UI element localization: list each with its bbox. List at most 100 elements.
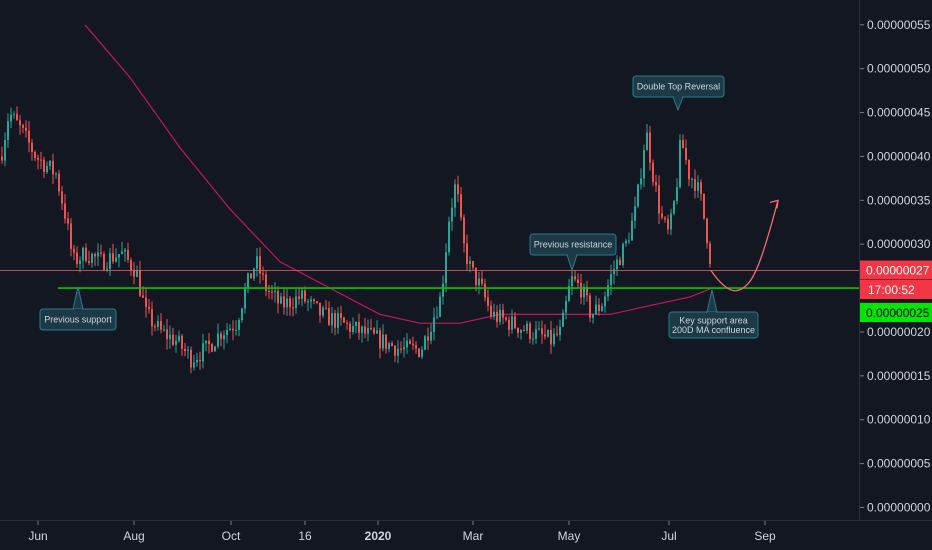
candle[interactable] [103,251,105,271]
candle[interactable] [112,243,114,264]
candle[interactable] [502,303,504,325]
candle[interactable] [4,132,6,167]
candle[interactable] [544,324,546,340]
candle[interactable] [76,246,78,268]
candle[interactable] [646,124,648,151]
candle[interactable] [445,243,447,292]
candle[interactable] [280,292,282,305]
candle[interactable] [73,244,75,261]
candle[interactable] [265,270,267,297]
candle[interactable] [115,248,117,263]
candle[interactable] [691,177,693,189]
candle[interactable] [166,319,168,350]
candle[interactable] [100,244,102,257]
candle[interactable] [382,324,384,352]
candle[interactable] [322,305,324,318]
candle[interactable] [415,341,417,354]
candle[interactable] [343,316,345,324]
candle[interactable] [124,248,126,262]
candle[interactable] [403,337,405,358]
candle[interactable] [262,266,264,281]
candle[interactable] [541,320,543,344]
candle[interactable] [346,320,348,330]
candle[interactable] [247,272,249,294]
candle[interactable] [673,199,675,216]
candle[interactable] [196,352,198,367]
candle[interactable] [409,338,411,345]
candle[interactable] [133,261,135,285]
candle[interactable] [643,144,645,188]
candle[interactable] [67,212,69,231]
candle[interactable] [661,205,663,220]
candle[interactable] [556,325,558,337]
candle[interactable] [139,261,141,297]
candle[interactable] [283,287,285,315]
candle[interactable] [559,319,561,341]
candle[interactable] [160,313,162,334]
candle[interactable] [184,342,186,357]
candle[interactable] [55,172,57,179]
candle[interactable] [703,193,705,220]
candle[interactable] [379,327,381,359]
candle[interactable] [448,216,450,256]
candle[interactable] [568,279,570,302]
candle[interactable] [301,287,303,307]
candle[interactable] [610,264,612,295]
candle[interactable] [685,139,687,165]
candle[interactable] [217,323,219,349]
candle[interactable] [514,312,516,330]
candle[interactable] [37,154,39,170]
candle[interactable] [499,303,501,326]
candle[interactable] [172,327,174,347]
candle[interactable] [397,340,399,364]
candle[interactable] [334,309,336,336]
candle[interactable] [163,324,165,332]
candle[interactable] [91,252,93,268]
candle[interactable] [529,321,531,344]
candle[interactable] [46,161,48,175]
candle[interactable] [304,286,306,304]
candle[interactable] [676,178,678,205]
candle[interactable] [52,153,54,185]
candle[interactable] [394,345,396,363]
time-axis[interactable]: Jun Aug Oct 16 2020 Mar May Jul Sep [28,521,776,543]
candle[interactable] [325,300,327,310]
candle[interactable] [607,279,609,301]
candle[interactable] [157,315,159,331]
candle[interactable] [355,321,357,334]
candle[interactable] [667,214,669,235]
candle[interactable] [82,246,84,269]
candle[interactable] [349,321,351,339]
candle[interactable] [97,243,99,266]
candle[interactable] [427,327,429,350]
candle[interactable] [538,321,540,331]
candle[interactable] [202,333,204,369]
candle[interactable] [40,151,42,169]
candle[interactable] [562,309,564,328]
candle[interactable] [328,301,330,326]
candle[interactable] [337,307,339,334]
candle[interactable] [520,329,522,340]
candle[interactable] [109,248,111,276]
double-top-note[interactable]: Double Top Reversal [632,75,725,112]
candle[interactable] [400,341,402,354]
candle[interactable] [664,216,666,223]
candle[interactable] [358,313,360,340]
candle[interactable] [154,323,156,332]
candle[interactable] [463,214,465,253]
candle[interactable] [619,256,621,266]
candle[interactable] [232,320,234,341]
candle[interactable] [700,179,702,201]
candle[interactable] [655,174,657,192]
candle[interactable] [94,252,96,267]
candle[interactable] [298,287,300,305]
candle[interactable] [205,340,207,352]
candle[interactable] [424,335,426,351]
candle[interactable] [34,150,36,162]
candle[interactable] [454,179,456,217]
candle[interactable] [526,320,528,334]
candle[interactable] [289,295,291,316]
candle[interactable] [613,260,615,285]
candle[interactable] [274,282,276,303]
candle[interactable] [688,159,690,187]
